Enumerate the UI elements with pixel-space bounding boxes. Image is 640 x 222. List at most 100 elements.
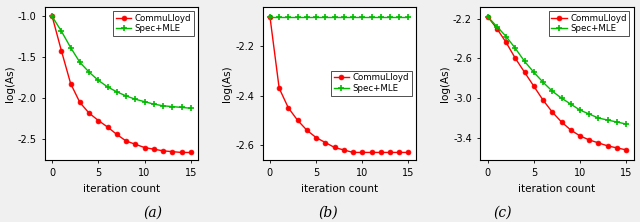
Legend: CommuLloyd, Spec+MLE: CommuLloyd, Spec+MLE bbox=[548, 11, 629, 36]
Y-axis label: log(As): log(As) bbox=[440, 65, 450, 101]
Spec+MLE bbox=[49, 15, 56, 18]
Spec+MLE bbox=[85, 71, 93, 73]
Spec+MLE bbox=[613, 121, 621, 123]
CommuLloyd bbox=[113, 133, 121, 136]
Spec+MLE bbox=[396, 15, 403, 18]
Spec+MLE bbox=[58, 30, 65, 33]
CommuLloyd bbox=[622, 149, 630, 151]
CommuLloyd bbox=[49, 15, 56, 18]
CommuLloyd bbox=[159, 149, 167, 152]
CommuLloyd bbox=[586, 139, 593, 141]
CommuLloyd bbox=[530, 85, 538, 87]
Spec+MLE bbox=[586, 113, 593, 115]
Line: CommuLloyd: CommuLloyd bbox=[50, 14, 193, 155]
Spec+MLE bbox=[386, 15, 394, 18]
Spec+MLE bbox=[368, 15, 376, 18]
CommuLloyd bbox=[150, 148, 157, 151]
CommuLloyd bbox=[58, 50, 65, 52]
Spec+MLE bbox=[521, 60, 529, 63]
CommuLloyd bbox=[275, 87, 283, 89]
Spec+MLE bbox=[340, 15, 348, 18]
CommuLloyd bbox=[521, 71, 529, 74]
X-axis label: iteration count: iteration count bbox=[518, 184, 595, 194]
X-axis label: iteration count: iteration count bbox=[83, 184, 160, 194]
Legend: CommuLloyd, Spec+MLE: CommuLloyd, Spec+MLE bbox=[113, 11, 194, 36]
Spec+MLE bbox=[159, 104, 167, 107]
CommuLloyd bbox=[595, 142, 602, 144]
Spec+MLE bbox=[502, 35, 510, 38]
Line: CommuLloyd: CommuLloyd bbox=[268, 14, 411, 155]
Spec+MLE bbox=[493, 25, 500, 28]
CommuLloyd bbox=[567, 129, 575, 131]
CommuLloyd bbox=[141, 146, 148, 149]
CommuLloyd bbox=[331, 146, 339, 149]
CommuLloyd bbox=[511, 57, 519, 60]
CommuLloyd bbox=[67, 82, 74, 85]
Spec+MLE bbox=[321, 15, 329, 18]
CommuLloyd bbox=[396, 151, 403, 154]
CommuLloyd bbox=[386, 151, 394, 154]
Spec+MLE bbox=[95, 79, 102, 82]
CommuLloyd bbox=[493, 27, 500, 30]
Spec+MLE bbox=[76, 61, 84, 64]
CommuLloyd bbox=[358, 151, 366, 154]
CommuLloyd bbox=[557, 121, 565, 123]
CommuLloyd bbox=[502, 41, 510, 44]
Spec+MLE bbox=[530, 71, 538, 74]
Spec+MLE bbox=[104, 86, 111, 88]
CommuLloyd bbox=[576, 135, 584, 137]
CommuLloyd bbox=[404, 151, 412, 154]
Legend: CommuLloyd, Spec+MLE: CommuLloyd, Spec+MLE bbox=[331, 71, 412, 96]
Line: Spec+MLE: Spec+MLE bbox=[266, 13, 412, 20]
Spec+MLE bbox=[622, 123, 630, 125]
CommuLloyd bbox=[76, 101, 84, 104]
Spec+MLE bbox=[187, 107, 195, 110]
Spec+MLE bbox=[275, 15, 283, 18]
CommuLloyd bbox=[349, 151, 357, 154]
Y-axis label: log(As): log(As) bbox=[223, 65, 232, 101]
Spec+MLE bbox=[303, 15, 310, 18]
CommuLloyd bbox=[312, 136, 320, 139]
Line: Spec+MLE: Spec+MLE bbox=[484, 13, 630, 127]
CommuLloyd bbox=[85, 112, 93, 115]
Line: Spec+MLE: Spec+MLE bbox=[49, 13, 194, 112]
Spec+MLE bbox=[567, 103, 575, 105]
Spec+MLE bbox=[540, 81, 547, 84]
CommuLloyd bbox=[104, 126, 111, 128]
Y-axis label: log(As): log(As) bbox=[4, 65, 15, 101]
Spec+MLE bbox=[150, 103, 157, 105]
Spec+MLE bbox=[349, 15, 357, 18]
Text: (c): (c) bbox=[494, 206, 512, 220]
CommuLloyd bbox=[131, 143, 139, 146]
Spec+MLE bbox=[576, 109, 584, 111]
Spec+MLE bbox=[67, 46, 74, 49]
Spec+MLE bbox=[358, 15, 366, 18]
Spec+MLE bbox=[404, 15, 412, 18]
Spec+MLE bbox=[266, 15, 274, 18]
Spec+MLE bbox=[285, 15, 292, 18]
Spec+MLE bbox=[178, 106, 186, 109]
Spec+MLE bbox=[511, 47, 519, 50]
Spec+MLE bbox=[141, 100, 148, 103]
Spec+MLE bbox=[595, 117, 602, 119]
Spec+MLE bbox=[113, 91, 121, 93]
Spec+MLE bbox=[131, 98, 139, 101]
Line: CommuLloyd: CommuLloyd bbox=[485, 14, 628, 152]
Spec+MLE bbox=[377, 15, 385, 18]
Spec+MLE bbox=[557, 97, 565, 99]
Text: (a): (a) bbox=[143, 206, 163, 220]
CommuLloyd bbox=[187, 151, 195, 154]
CommuLloyd bbox=[340, 149, 348, 151]
CommuLloyd bbox=[613, 147, 621, 149]
Spec+MLE bbox=[548, 90, 556, 93]
CommuLloyd bbox=[540, 99, 547, 101]
CommuLloyd bbox=[285, 107, 292, 109]
CommuLloyd bbox=[294, 119, 301, 122]
CommuLloyd bbox=[321, 141, 329, 144]
Spec+MLE bbox=[168, 105, 176, 108]
CommuLloyd bbox=[377, 151, 385, 154]
Spec+MLE bbox=[294, 15, 301, 18]
CommuLloyd bbox=[168, 150, 176, 153]
CommuLloyd bbox=[368, 151, 376, 154]
CommuLloyd bbox=[604, 145, 612, 147]
